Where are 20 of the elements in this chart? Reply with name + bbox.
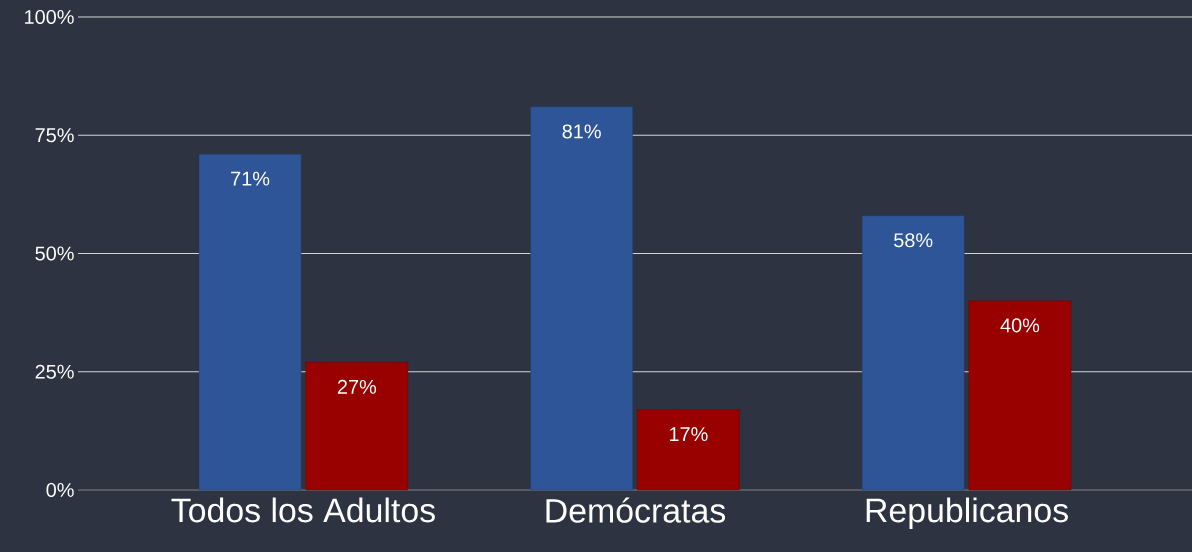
x-tick-label: Demócratas bbox=[546, 497, 726, 523]
bar bbox=[198, 153, 302, 491]
y-tick-label: 0% bbox=[46, 482, 74, 498]
bar bbox=[530, 106, 633, 491]
data-label: 27% bbox=[337, 379, 377, 394]
data-label: 17% bbox=[669, 427, 708, 442]
bar bbox=[968, 300, 1072, 491]
data-label: 81% bbox=[562, 124, 601, 139]
data-label: 40% bbox=[1000, 318, 1040, 333]
x-tick-label: Todos los Adultos bbox=[171, 497, 435, 523]
y-tick-label: 25% bbox=[35, 364, 74, 379]
bar bbox=[305, 362, 409, 491]
data-label: 71% bbox=[231, 171, 270, 186]
x-tick-label: Republicanos bbox=[866, 497, 1068, 530]
data-label: 58% bbox=[894, 233, 933, 248]
bar bbox=[637, 409, 740, 491]
y-tick-label: 100% bbox=[25, 9, 74, 25]
y-tick-label: 75% bbox=[35, 128, 74, 143]
y-tick-label: 50% bbox=[35, 246, 74, 261]
bar bbox=[861, 215, 965, 491]
